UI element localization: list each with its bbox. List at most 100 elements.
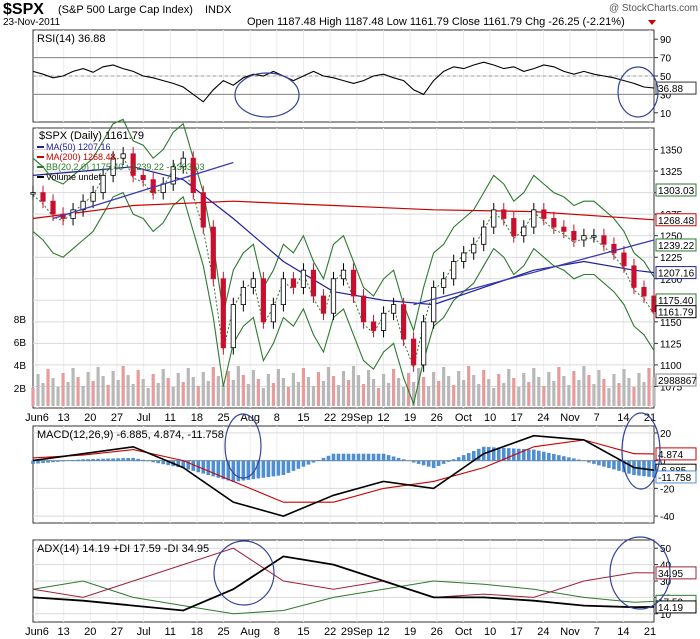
price-x-label-22: 14: [617, 412, 629, 424]
price-value-label-1-box: [655, 213, 697, 227]
volume-bar-94: [502, 383, 506, 406]
volume-bar-53: [296, 382, 301, 406]
candle-body-42: [451, 261, 457, 280]
volume-bar-103: [547, 372, 551, 406]
volume-bar-47: [266, 374, 270, 406]
macd-hist-bar-119: [627, 460, 631, 474]
volume-bar-22: [141, 379, 145, 406]
volume-bar-80: [432, 372, 436, 406]
candle-body-32: [350, 269, 357, 297]
candle-body-59: [621, 252, 627, 267]
price-x-label-4: Jul: [137, 412, 151, 424]
macd-hist-bar-40: [231, 460, 236, 482]
macd-hist-bar-41: [236, 460, 241, 482]
macd-panel: MACD(12,26,9) -6.885, 4.874, -11.758 20 0 -…: [31, 425, 697, 524]
volume-bar-8: [71, 368, 75, 406]
macd-hist-bar-106: [562, 456, 566, 462]
price-value-label-2: 1239.22: [658, 241, 695, 252]
volume-bar-85: [457, 371, 461, 406]
volume-bar-64: [351, 366, 356, 406]
macd-hist-bar-26: [161, 460, 166, 465]
volume-bar-13: [96, 367, 100, 406]
price-value-label-5-box: [655, 305, 697, 319]
macd-hist-bar-84: [451, 459, 456, 462]
macd-hist-bar-46: [261, 460, 266, 478]
candle-body-58: [611, 243, 617, 254]
volume-bar-108: [572, 371, 576, 406]
volume-bar-35: [206, 381, 210, 406]
quote-line: Open 1187.48 High 1187.48 Low 1161.79 Cl…: [247, 16, 625, 28]
macd-hist-bar-5: [56, 460, 60, 462]
macd-hist-bar-54: [301, 460, 306, 467]
macd-hist-bar-94: [501, 447, 506, 462]
trendline-upper-left: [52, 161, 234, 220]
adx-x-label-4: Jul: [137, 626, 151, 638]
candle-body-0: [30, 192, 36, 195]
price-x-label-8: Aug: [240, 412, 260, 424]
candle-body-37: [400, 304, 407, 340]
price-value-label-0: 1303.03: [658, 186, 695, 197]
candle-body-61: [641, 286, 647, 297]
volume-bar-83: [447, 376, 451, 406]
volume-bar-61: [336, 385, 341, 406]
bb-upper-line: [32, 118, 655, 333]
macd-hist-bar-79: [426, 460, 431, 467]
price-tick-label-1250: 1250: [660, 232, 683, 243]
annotation-circle-adx-left: [213, 540, 275, 606]
volume-bar-113: [597, 370, 601, 406]
legend-label-1: MA(200) 1268.48: [46, 152, 116, 162]
rsi-current-value-box: [655, 81, 697, 95]
price-x-label-11: 22: [324, 412, 336, 424]
adx-x-label-22: 14: [617, 626, 629, 638]
macd-frame: [32, 425, 655, 524]
volume-bar-90: [482, 370, 486, 406]
macd-hist-bar-82: [441, 460, 446, 464]
macd-hist-bar-98: [521, 449, 526, 462]
macd-value-label-2: -11.758: [658, 473, 692, 484]
macd-hist-bar-27: [166, 460, 171, 466]
volume-bar-7: [66, 382, 70, 406]
volume-bar-98: [522, 373, 526, 406]
candle-body-50: [531, 209, 537, 228]
price-tick-label-1350: 1350: [660, 146, 683, 157]
price-value-label-2-box: [655, 238, 697, 252]
volume-bar-32: [191, 377, 195, 406]
volume-bar-36: [211, 367, 215, 406]
candle-body-20: [230, 304, 236, 349]
volume-bar-44: [251, 370, 255, 406]
rsi-tick-label-30: 30: [660, 90, 672, 101]
price-x-label-3: 27: [111, 412, 123, 424]
candle-body-15: [180, 157, 186, 168]
volume-bar-109: [577, 380, 581, 406]
macd-hist-bar-65: [356, 453, 361, 462]
macd-hist-bar-34: [201, 460, 206, 474]
volume-bar-66: [361, 384, 366, 406]
volume-bar-19: [126, 375, 130, 406]
volume-left-tick-1: 4B: [14, 361, 27, 372]
macd-hist-bar-32: [191, 460, 196, 471]
adx-x-label-12: 29Sep: [341, 626, 373, 638]
volume-bar-11: [86, 372, 90, 406]
volume-bar-31: [186, 368, 190, 406]
candle-body-12: [150, 179, 156, 194]
price-x-label-15: 26: [431, 412, 443, 424]
volume-bar-63: [346, 380, 351, 406]
volume-bar-49: [276, 369, 280, 406]
macd-hist-bar-59: [326, 455, 331, 462]
candle-body-6: [90, 192, 96, 202]
candle-body-56: [591, 235, 597, 238]
volume-bar-112: [592, 384, 596, 406]
volume-bar-114: [602, 379, 606, 406]
volume-bar-118: [622, 369, 626, 406]
macd-hist-bar-115: [607, 460, 611, 469]
macd-hist-bar-66: [361, 453, 366, 462]
candle-body-34: [370, 321, 377, 331]
adx-panel: ADX(14) 14.19 +DI 17.59 -DI 34.95 10 20 30 4…: [25, 539, 697, 638]
legend-label-0: MA(50) 1207.16: [46, 142, 111, 152]
macd-hist-bar-103: [547, 452, 551, 462]
macd-hist-bar-37: [216, 460, 221, 478]
candle-body-7: [100, 174, 106, 194]
price-x-label-6: 18: [191, 412, 203, 424]
volume-left-tick-0: 2B: [14, 384, 27, 395]
price-x-label-7: 25: [217, 412, 229, 424]
